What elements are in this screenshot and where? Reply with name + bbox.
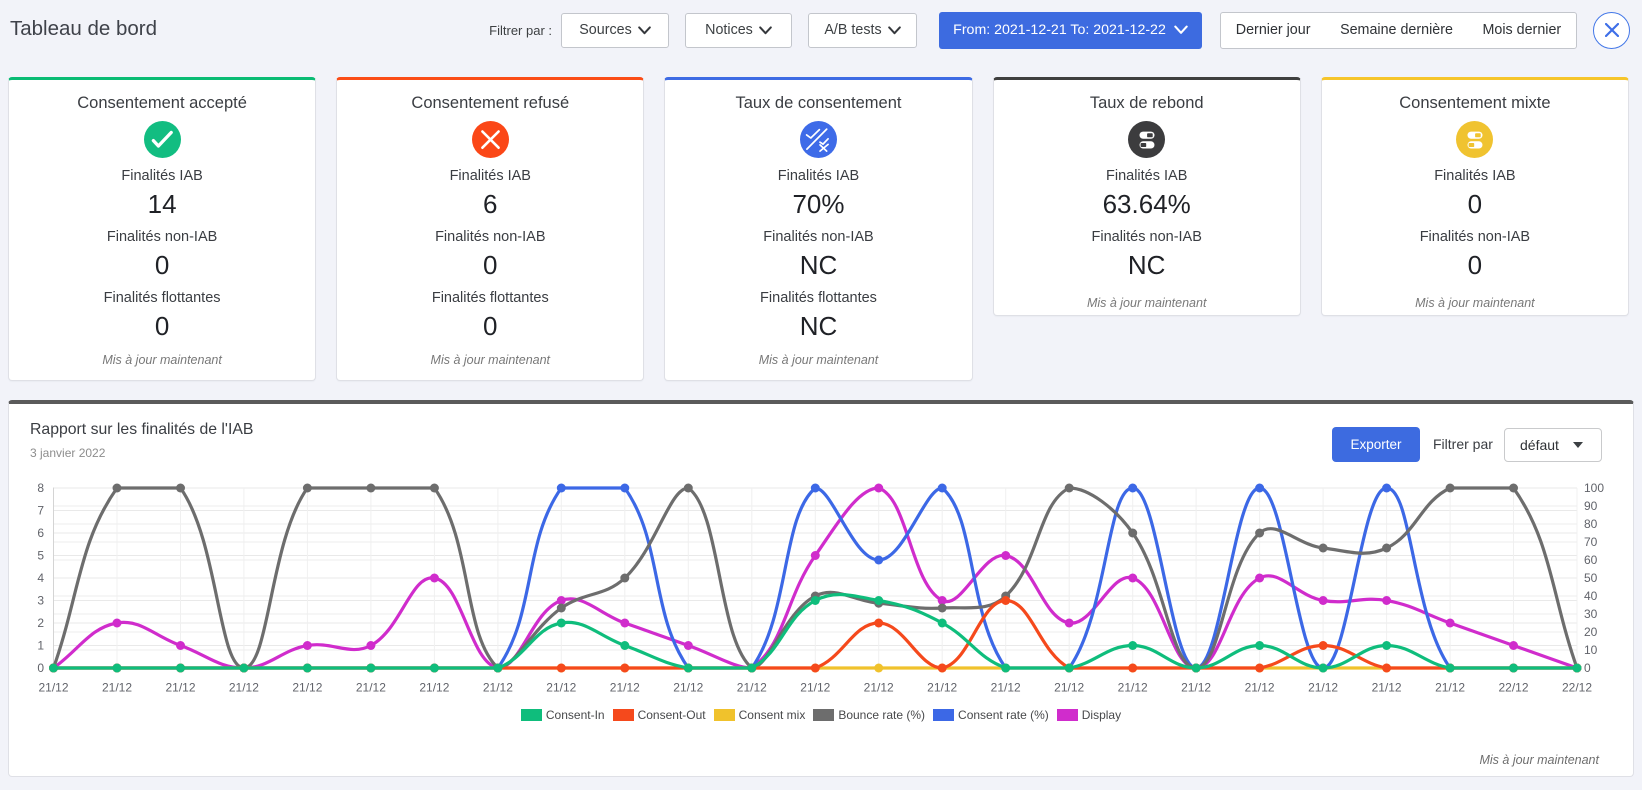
svg-text:21/12: 21/12	[292, 681, 322, 695]
svg-text:30: 30	[1584, 607, 1598, 621]
svg-text:21/12: 21/12	[800, 681, 830, 695]
svg-text:21/12: 21/12	[356, 681, 386, 695]
svg-text:0: 0	[37, 661, 44, 675]
svg-text:21/12: 21/12	[1245, 681, 1275, 695]
svg-text:20: 20	[1584, 625, 1598, 639]
svg-text:70: 70	[1584, 535, 1598, 549]
svg-text:40: 40	[1584, 589, 1598, 603]
svg-text:21/12: 21/12	[1372, 681, 1402, 695]
svg-text:21/12: 21/12	[991, 681, 1021, 695]
svg-text:6: 6	[37, 526, 44, 540]
svg-text:0: 0	[1584, 661, 1591, 675]
svg-text:100: 100	[1584, 481, 1604, 495]
svg-text:3: 3	[37, 594, 44, 608]
svg-text:22/12: 22/12	[1498, 681, 1528, 695]
svg-text:21/12: 21/12	[1118, 681, 1148, 695]
svg-text:50: 50	[1584, 571, 1598, 585]
svg-text:21/12: 21/12	[673, 681, 703, 695]
svg-text:21/12: 21/12	[610, 681, 640, 695]
svg-text:21/12: 21/12	[1054, 681, 1084, 695]
svg-text:10: 10	[1584, 643, 1598, 657]
svg-text:90: 90	[1584, 499, 1598, 513]
svg-text:21/12: 21/12	[737, 681, 767, 695]
svg-text:2: 2	[37, 616, 44, 630]
svg-text:21/12: 21/12	[1435, 681, 1465, 695]
svg-text:21/12: 21/12	[419, 681, 449, 695]
svg-text:7: 7	[37, 504, 44, 518]
svg-text:21/12: 21/12	[483, 681, 513, 695]
svg-text:22/12: 22/12	[1562, 681, 1592, 695]
svg-text:1: 1	[37, 639, 44, 653]
svg-text:21/12: 21/12	[229, 681, 259, 695]
svg-text:80: 80	[1584, 517, 1598, 531]
svg-text:21/12: 21/12	[927, 681, 957, 695]
svg-text:21/12: 21/12	[864, 681, 894, 695]
svg-text:60: 60	[1584, 553, 1598, 567]
svg-text:5: 5	[37, 549, 44, 563]
svg-text:21/12: 21/12	[38, 681, 68, 695]
svg-text:21/12: 21/12	[1308, 681, 1338, 695]
svg-text:21/12: 21/12	[102, 681, 132, 695]
svg-text:4: 4	[37, 571, 44, 585]
svg-text:8: 8	[37, 481, 44, 495]
svg-text:21/12: 21/12	[165, 681, 195, 695]
svg-text:21/12: 21/12	[1181, 681, 1211, 695]
svg-text:21/12: 21/12	[546, 681, 576, 695]
